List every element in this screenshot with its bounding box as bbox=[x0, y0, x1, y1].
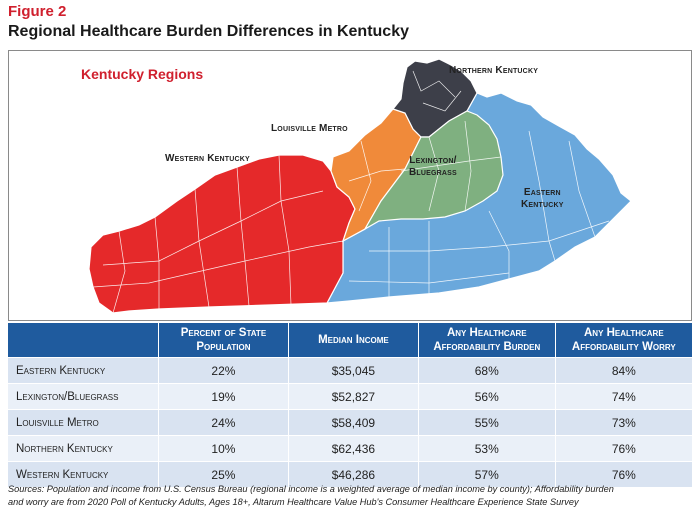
row-worry: 76% bbox=[555, 435, 692, 462]
header-percent-line2: Population bbox=[196, 341, 251, 353]
header-worry-line2: Affordability Worry bbox=[571, 341, 676, 353]
source-note: Sources: Population and income from U.S.… bbox=[8, 483, 692, 509]
source-line1: Sources: Population and income from U.S.… bbox=[8, 484, 614, 494]
label-louisville-metro: Louisville Metro bbox=[271, 123, 348, 134]
row-region: Lexington/Bluegrass bbox=[8, 383, 159, 410]
table-row: Eastern Kentucky 22% $35,045 68% 84% bbox=[8, 357, 692, 384]
row-income: $62,436 bbox=[288, 435, 419, 462]
row-worry: 73% bbox=[555, 409, 692, 436]
label-western-kentucky: Western Kentucky bbox=[165, 153, 250, 164]
row-income: $58,409 bbox=[288, 409, 419, 436]
region-western-kentucky bbox=[88, 154, 356, 314]
row-burden: 68% bbox=[418, 357, 556, 384]
row-burden: 56% bbox=[418, 383, 556, 410]
row-burden: 55% bbox=[418, 409, 556, 436]
row-region: Northern Kentucky bbox=[8, 435, 159, 462]
header-worry-line1: Any Healthcare bbox=[584, 327, 664, 339]
row-percent: 10% bbox=[158, 435, 289, 462]
map-heading: Kentucky Regions bbox=[81, 66, 204, 82]
label-northern-kentucky: Northern Kentucky bbox=[449, 65, 539, 76]
row-worry: 76% bbox=[555, 461, 692, 487]
table-row: Western Kentucky 25% $46,286 57% 76% bbox=[8, 461, 692, 487]
figure-label: Figure 2 bbox=[8, 3, 67, 20]
row-worry: 84% bbox=[555, 357, 692, 384]
row-income: $35,045 bbox=[288, 357, 419, 384]
map-graphic bbox=[88, 58, 632, 314]
row-burden: 53% bbox=[418, 435, 556, 462]
header-burden: Any Healthcare Affordability Burden bbox=[418, 323, 556, 358]
row-region: Western Kentucky bbox=[8, 461, 159, 487]
label-lexington-line2: Bluegrass bbox=[409, 167, 457, 178]
regional-data-table: Percent of State Population Median Incom… bbox=[8, 323, 692, 487]
row-region: Louisville Metro bbox=[8, 409, 159, 436]
table-row: Northern Kentucky 10% $62,436 53% 76% bbox=[8, 435, 692, 462]
region-northern-kentucky bbox=[391, 58, 478, 138]
header-percent: Percent of State Population bbox=[158, 323, 289, 358]
row-worry: 74% bbox=[555, 383, 692, 410]
header-region bbox=[8, 323, 159, 358]
row-region: Eastern Kentucky bbox=[8, 357, 159, 384]
figure-header: Figure 2 Regional Healthcare Burden Diff… bbox=[8, 3, 409, 42]
county-lines bbox=[92, 70, 610, 314]
row-income: $46,286 bbox=[288, 461, 419, 487]
figure-title: Regional Healthcare Burden Differences i… bbox=[8, 23, 409, 40]
label-eastern-line2: Kentucky bbox=[521, 199, 564, 210]
region-lexington-bluegrass bbox=[363, 110, 504, 231]
row-percent: 24% bbox=[158, 409, 289, 436]
row-percent: 25% bbox=[158, 461, 289, 487]
label-eastern-line1: Eastern bbox=[523, 187, 561, 198]
header-income: Median Income bbox=[288, 323, 419, 358]
row-burden: 57% bbox=[418, 461, 556, 487]
table-row: Louisville Metro 24% $58,409 55% 73% bbox=[8, 409, 692, 436]
table-header-row: Percent of State Population Median Incom… bbox=[8, 323, 692, 358]
kentucky-map: Kentucky Regions Northern Kentucky Louis… bbox=[8, 50, 692, 321]
header-burden-line2: Affordability Burden bbox=[433, 341, 541, 353]
label-lexington-line1: Lexington/ bbox=[409, 155, 457, 166]
header-burden-line1: Any Healthcare bbox=[446, 327, 527, 339]
source-line2: and worry are from 2020 Poll of Kentucky… bbox=[8, 497, 579, 507]
label-lexington-bluegrass: Lexington/ Bluegrass bbox=[409, 155, 457, 179]
row-income: $52,827 bbox=[288, 383, 419, 410]
row-percent: 22% bbox=[158, 357, 289, 384]
header-percent-line1: Percent of State bbox=[180, 327, 267, 339]
row-percent: 19% bbox=[158, 383, 289, 410]
label-eastern-kentucky: Eastern Kentucky bbox=[521, 187, 564, 211]
header-worry: Any Healthcare Affordability Worry bbox=[555, 323, 692, 358]
table-row: Lexington/Bluegrass 19% $52,827 56% 74% bbox=[8, 383, 692, 410]
